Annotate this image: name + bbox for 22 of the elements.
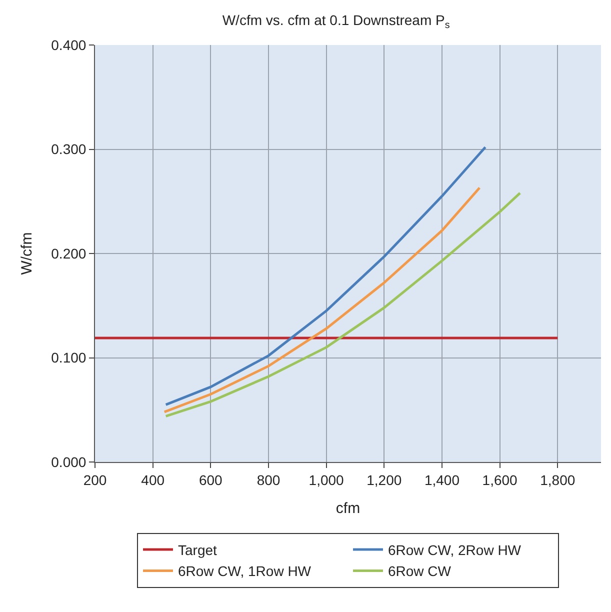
x-tick-label: 600 [198, 472, 223, 488]
y-tick-label: 0.300 [51, 141, 86, 158]
legend-label: 6Row CW, 1Row HW [178, 563, 312, 580]
x-tick-label: 1,200 [366, 472, 402, 488]
y-tick-label: 0.000 [51, 454, 86, 470]
x-tick-label: 1,800 [540, 472, 576, 488]
y-axis-title: W/cfm [18, 232, 36, 275]
chart-title: W/cfm vs. cfm at 0.1 Downstream P$_{s}$ [222, 12, 450, 32]
y-tick-label: 0.100 [51, 350, 86, 366]
x-tick-label: 1,600 [482, 472, 518, 488]
x-tick-label: 800 [256, 472, 280, 488]
line-series [164, 146, 487, 406]
legend-label: Target [178, 542, 218, 558]
x-axis-title: cfm [336, 500, 360, 517]
x-tick-label: 400 [141, 472, 165, 488]
y-tick-label: 0.400 [51, 36, 86, 53]
x-tick-label: 200 [83, 472, 107, 488]
y-tick-label: 0.200 [51, 245, 86, 262]
legend-label: 6Row CW, 2Row HW [388, 542, 522, 558]
x-tick-label: 1,000 [308, 472, 344, 488]
x-tick-label: 1,400 [424, 472, 460, 488]
legend-label: 6Row CW [388, 563, 452, 580]
